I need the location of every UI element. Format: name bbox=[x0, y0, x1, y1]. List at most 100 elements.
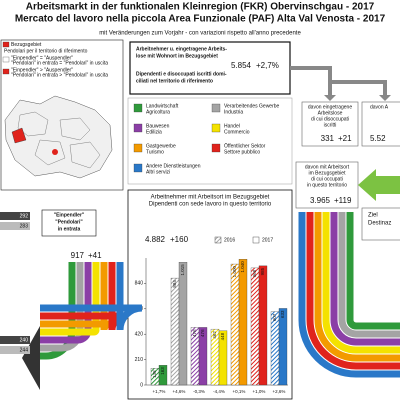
destination-flow bbox=[298, 212, 400, 378]
side-bar bbox=[0, 336, 30, 344]
local-workers-label: davon mit Arbeitsort bbox=[305, 164, 350, 170]
y-tick-label: 0 bbox=[140, 382, 143, 388]
map-region bbox=[11, 127, 27, 144]
map-legend-item: "Einpendler" > "Auspendler" bbox=[11, 67, 73, 73]
commuter-flow bbox=[40, 262, 100, 336]
local-workers-label: im Bezugsgebiet bbox=[309, 170, 347, 176]
local-workers-value: 3.965 bbox=[310, 196, 331, 205]
side-bar bbox=[0, 346, 30, 354]
sector-name-de: Bauwesen bbox=[146, 123, 170, 129]
y-tick-label: 420 bbox=[135, 332, 144, 338]
bar bbox=[270, 311, 280, 386]
employed-label: davon A bbox=[370, 104, 389, 110]
bar bbox=[178, 262, 188, 386]
sector-swatch bbox=[211, 103, 221, 113]
summary-change: +2,7% bbox=[256, 61, 279, 70]
y-tick-label: 210 bbox=[135, 357, 144, 363]
subtitle: mit Veränderungen zum Vorjahr - con vari… bbox=[99, 31, 301, 37]
bar-value-label: 607 bbox=[272, 313, 277, 321]
change-label: +1,7% bbox=[153, 389, 166, 394]
unemployed-box bbox=[301, 101, 359, 147]
bar bbox=[198, 327, 208, 386]
bar-value-label: 476 bbox=[192, 329, 197, 337]
destination-box bbox=[361, 207, 400, 241]
connector bbox=[290, 66, 387, 96]
bar-value-label: 884 bbox=[172, 280, 177, 288]
destination-flow bbox=[314, 212, 400, 362]
sector-name-de: Gastgewerbe bbox=[146, 143, 176, 149]
employed-box bbox=[361, 101, 400, 147]
sector-name-it: Turismo bbox=[146, 149, 164, 155]
commuters-change: +41 bbox=[88, 251, 102, 260]
destination-flow bbox=[346, 212, 400, 330]
connector-arrow bbox=[379, 95, 391, 101]
sector-name-it: Commercio bbox=[224, 129, 250, 135]
sector-swatch bbox=[211, 143, 221, 153]
bar bbox=[158, 365, 168, 386]
summary-de: lose mit Wohnort im Bezugsgebiet bbox=[136, 53, 218, 59]
y-tick-label: 840 bbox=[135, 281, 144, 287]
green-arrow bbox=[358, 169, 400, 201]
bar bbox=[230, 263, 240, 386]
sector-legend-panel bbox=[127, 97, 293, 185]
bar bbox=[278, 308, 288, 386]
change-label: +0,1% bbox=[233, 389, 246, 394]
sector-swatch bbox=[211, 123, 221, 133]
sector-name-it: Edilizia bbox=[146, 129, 162, 135]
legend-label: 2017 bbox=[262, 237, 273, 243]
chart-title: Arbeitnehmer mit Arbeitsort im Bezugsgeb… bbox=[151, 195, 270, 201]
side-value: 244 bbox=[20, 347, 29, 353]
map-legend-subtitle: Pendolari per il territorio di riferimen… bbox=[4, 48, 88, 54]
sector-name-de: Öffentlicher Sektor bbox=[224, 142, 266, 149]
unemployed-label: iscritti bbox=[324, 122, 337, 128]
commuters-box bbox=[41, 209, 97, 237]
bar-value-label: 1.040 bbox=[240, 261, 245, 273]
bar-value-label: 163 bbox=[160, 367, 165, 375]
commuters-value: 917 bbox=[71, 251, 85, 260]
map-legend-title: Bezugsgebiet bbox=[11, 42, 42, 48]
bar-value-label: 985 bbox=[260, 267, 265, 275]
map-legend-swatch bbox=[2, 68, 10, 75]
sector-name-de: Handel bbox=[224, 123, 240, 129]
chart-panel bbox=[127, 189, 293, 400]
map-outline bbox=[4, 95, 113, 179]
map-legend-item: "Pendolari" in entrata > "Pendolari" in … bbox=[11, 72, 108, 78]
sector-name-it: Settore pubblico bbox=[224, 149, 260, 155]
sector-name-de: Verarbeitendes Gewerbe bbox=[224, 103, 280, 109]
bar bbox=[258, 265, 268, 386]
destination-flow bbox=[306, 212, 400, 370]
sector-name-de: Andere Dienstleistungen bbox=[146, 163, 201, 169]
side-bar bbox=[0, 222, 30, 230]
summary-it: Dipendenti e disoccupati iscritti domi- bbox=[136, 71, 227, 77]
unemployed-change: +21 bbox=[338, 134, 352, 143]
destination-flow bbox=[330, 212, 400, 346]
summary-value: 5.854 bbox=[231, 61, 252, 70]
destination-label: Ziel bbox=[368, 213, 378, 219]
change-label: -4,4% bbox=[213, 389, 225, 394]
unemployed-label: davon eingetragene bbox=[308, 104, 352, 110]
map-districts bbox=[17, 111, 101, 169]
change-label: +4,6% bbox=[173, 389, 186, 394]
bar bbox=[218, 330, 228, 386]
commuter-flow bbox=[40, 262, 143, 331]
side-value: 292 bbox=[20, 213, 29, 219]
commuters-label: in entrata bbox=[58, 226, 81, 232]
local-workers-change: +119 bbox=[334, 196, 352, 205]
map-legend-swatch bbox=[2, 41, 10, 48]
map-legend-item: "Pendolari" in entrata = "Pendolari" in … bbox=[11, 60, 108, 66]
commuter-arrow bbox=[22, 326, 40, 390]
change-label: +2,6% bbox=[273, 389, 286, 394]
connector-arrow bbox=[324, 95, 336, 101]
change-label: -0,3% bbox=[193, 389, 205, 394]
summary-box bbox=[129, 41, 291, 95]
side-value: 283 bbox=[20, 223, 29, 229]
sector-name-de: Landwirtschaft bbox=[146, 103, 179, 109]
map-legend-swatch bbox=[2, 56, 10, 63]
bar-value-label: 968 bbox=[252, 269, 257, 277]
employed-value: 5.52 bbox=[370, 134, 386, 143]
local-workers-label: di cui occupati bbox=[311, 176, 343, 182]
destination-flow bbox=[338, 212, 400, 338]
chart-subtitle: Dipendenti con sede lavoro in questo ter… bbox=[149, 202, 272, 208]
bar-value-label: 448 bbox=[220, 332, 225, 340]
title-it: Mercato del lavoro nella piccola Area Fu… bbox=[15, 14, 386, 25]
